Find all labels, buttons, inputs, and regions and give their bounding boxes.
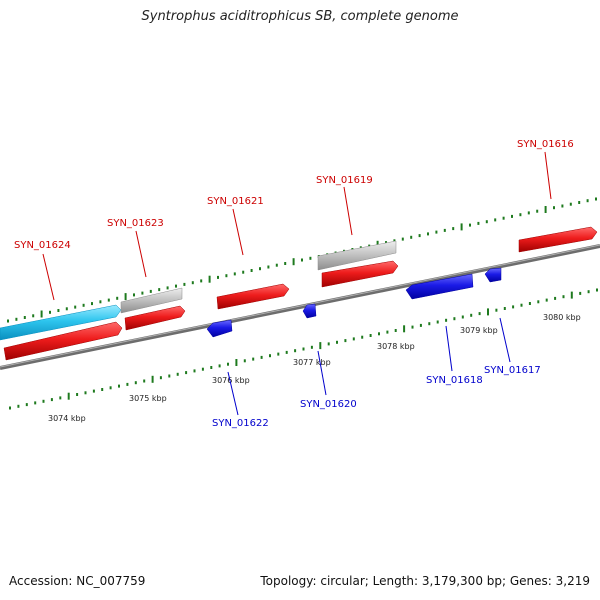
map-title: Syntrophus aciditrophicus SB, complete g… [141, 9, 459, 24]
scale-labels: 3074 kbp 3075 kbp 3076 kbp 3077 kbp 3078… [48, 313, 581, 423]
scale-label: 3076 kbp [212, 376, 250, 385]
gene-label[interactable]: SYN_01617 [484, 365, 541, 376]
gene-feature-syn-01618[interactable] [405, 273, 474, 300]
gene-label[interactable]: SYN_01619 [316, 175, 373, 186]
gene-feature-syn-01621[interactable] [216, 283, 290, 310]
leader-syn-01616 [544, 151, 552, 200]
scale-label: 3077 kbp [293, 358, 331, 367]
gene-label[interactable]: SYN_01616 [517, 139, 574, 150]
gene-label[interactable]: SYN_01620 [300, 399, 357, 410]
leader-syn-01618 [445, 325, 453, 372]
gene-feature-syn-01619[interactable] [321, 260, 399, 288]
leader-syn-01621 [232, 208, 244, 256]
gene-labels: SYN_01624 SYN_01623 SYN_01621 SYN_01619 … [14, 139, 574, 429]
gene-feature-syn-01620[interactable] [302, 303, 317, 319]
gene-feature-syn-01623-pseudo[interactable] [120, 287, 183, 314]
gene-label[interactable]: SYN_01623 [107, 218, 164, 229]
gene-feature-syn-01622[interactable] [206, 319, 233, 338]
gene-label[interactable]: SYN_01618 [426, 375, 483, 386]
gene-feature-syn-01616[interactable] [518, 226, 598, 253]
scale-label: 3074 kbp [48, 414, 86, 423]
scale-label: 3078 kbp [377, 342, 415, 351]
label-leaders [42, 151, 552, 416]
gene-feature-syn-01624-rna[interactable] [0, 304, 122, 341]
scale-label: 3079 kbp [460, 326, 498, 335]
scale-label: 3080 kbp [543, 313, 581, 322]
leader-syn-01620 [317, 350, 327, 396]
genome-summary-text: Topology: circular; Length: 3,179,300 bp… [260, 574, 590, 588]
gene-features [0, 226, 598, 361]
genome-backbone-highlight [0, 244, 600, 368]
gene-label[interactable]: SYN_01621 [207, 196, 264, 207]
genome-backbone [0, 244, 600, 370]
gene-feature-syn-01623[interactable] [124, 305, 186, 331]
scale-label: 3075 kbp [129, 394, 167, 403]
gene-label[interactable]: SYN_01622 [212, 418, 269, 429]
leader-syn-01619 [343, 186, 353, 236]
gene-feature-syn-01617[interactable] [484, 267, 502, 283]
tick-row-lower [9, 288, 598, 410]
leader-syn-01617 [499, 317, 511, 363]
leader-syn-01624 [42, 253, 55, 301]
tick-row-upper [7, 197, 597, 323]
leader-syn-01623 [135, 230, 147, 278]
gene-feature-syn-01624[interactable] [3, 321, 123, 361]
leader-syn-01622 [227, 371, 239, 416]
gene-label[interactable]: SYN_01624 [14, 240, 71, 251]
gene-feature-syn-01619-pseudo[interactable] [317, 240, 397, 271]
accession-text: Accession: NC_007759 [9, 574, 146, 588]
